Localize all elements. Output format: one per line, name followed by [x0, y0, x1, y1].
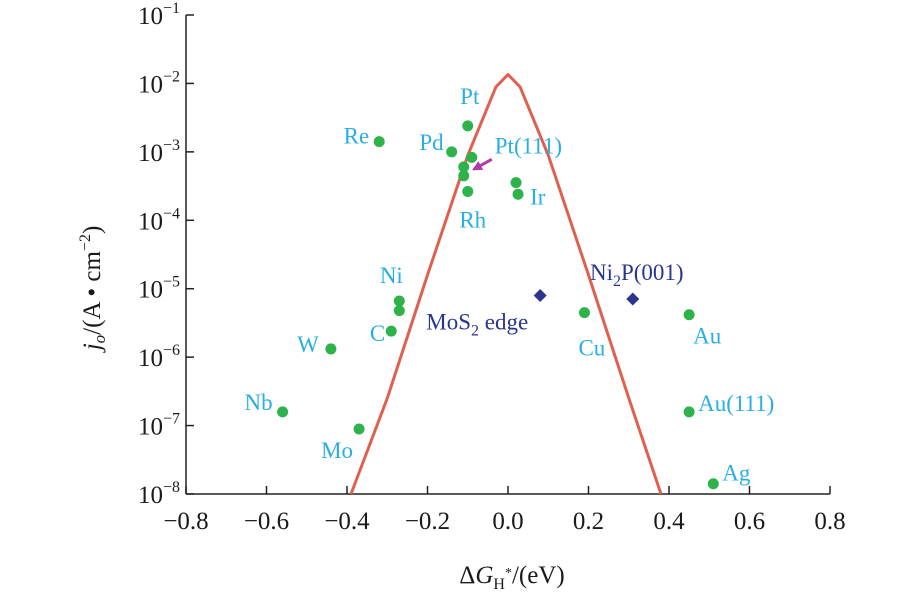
metal-point-label: Au	[693, 324, 722, 349]
metal-point	[683, 406, 695, 418]
metal-point-label: Ni	[380, 263, 403, 288]
x-tick-label: −0.8	[163, 508, 208, 535]
compound-point-label: Ni2P(001)	[590, 260, 684, 290]
pt111-label: Pt(111)	[495, 133, 562, 158]
volcano-curve	[349, 73, 663, 495]
y-tick-label: 10−4	[138, 205, 180, 235]
metal-point	[458, 170, 470, 182]
metal-point-label: W	[297, 332, 319, 357]
metal-point-label: Ag	[722, 461, 751, 486]
metal-point-label: C	[370, 321, 385, 346]
x-axis-title-sub: H	[493, 576, 505, 593]
y-tick-label: 10−6	[138, 342, 180, 372]
x-axis-title-suffix: /(eV)	[512, 562, 565, 589]
metal-point	[510, 177, 522, 189]
metal-point-label: Mo	[321, 438, 353, 463]
x-tick-label: 0.6	[734, 508, 765, 535]
pt111-arrow	[472, 158, 493, 171]
compound-point-label: MoS2 edge	[426, 310, 528, 340]
metal-point	[578, 307, 590, 319]
metal-point	[458, 161, 470, 173]
metal-point-label: Cu	[578, 336, 605, 361]
y-axis-title: jo/(A • cm−2)	[77, 226, 109, 354]
metal-point	[393, 305, 405, 317]
x-axis-title-delta: Δ	[459, 562, 475, 589]
metal-point	[393, 295, 405, 307]
x-tick-label: 0.8	[814, 508, 845, 535]
metal-point	[462, 120, 474, 132]
metal-point-label: Rh	[459, 208, 486, 233]
x-tick-label: 0.2	[573, 508, 604, 535]
metal-point-label: Ir	[530, 184, 546, 209]
x-tick-label: −0.6	[244, 508, 289, 535]
x-axis-title-g: G	[475, 562, 493, 589]
x-tick-label: −0.4	[324, 508, 370, 535]
x-tick-label: 0.0	[492, 508, 523, 535]
compound-point	[626, 292, 640, 306]
metal-point	[707, 478, 719, 490]
y-tick-label: 10−8	[138, 479, 180, 509]
x-tick-label: −0.2	[405, 508, 450, 535]
metal-point	[277, 406, 289, 418]
x-axis-title-star: *	[505, 566, 512, 581]
y-tick-label: 10−2	[138, 68, 180, 98]
y-tick-label: 10−5	[138, 274, 180, 304]
y-tick-label: 10−7	[138, 411, 180, 441]
metal-point	[446, 146, 458, 158]
metal-point	[325, 343, 337, 355]
curve-layer	[349, 73, 663, 495]
x-tick-label: 0.4	[653, 508, 685, 535]
y-axis-title-exp: −2	[77, 234, 94, 251]
metal-point	[512, 188, 524, 200]
metal-point	[385, 325, 397, 337]
metal-point	[683, 309, 695, 321]
metal-point-label: Pt	[460, 84, 480, 109]
compound-point	[533, 289, 547, 303]
y-axis-title-open: /(A • cm	[79, 251, 106, 335]
points-layer	[277, 120, 719, 490]
x-axis-title: ΔGH*/(eV)	[459, 562, 564, 593]
metal-point-label: Au(111)	[698, 391, 774, 416]
y-axis-title-j: j	[79, 343, 106, 353]
metal-point	[462, 186, 474, 198]
metal-point-label: Pd	[419, 130, 444, 155]
axes-layer: −0.8 −0.6 −0.4 −0.2 0.0 0.2 0.4 0.6 0.8 10−1 10−2 1…	[138, 0, 846, 535]
metal-point	[466, 151, 478, 163]
metal-point	[373, 136, 385, 148]
metal-point-label: Nb	[244, 390, 272, 415]
metal-point	[353, 423, 365, 435]
labels-layer: Pt Re Pd Rh Ir Ni C W Nb Mo Cu Au Au(111) Ag MoS2 edge…	[244, 84, 774, 486]
y-axis-title-o: o	[90, 335, 109, 344]
metal-point-label: Re	[344, 124, 370, 149]
y-axis-title-close: )	[79, 226, 106, 234]
y-tick-label: 10−1	[138, 0, 180, 30]
y-tick-label: 10−3	[138, 137, 180, 167]
